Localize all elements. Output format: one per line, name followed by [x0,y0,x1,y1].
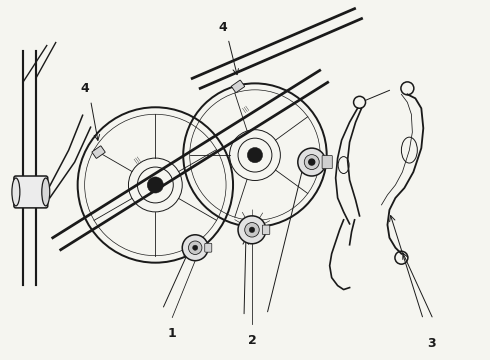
FancyBboxPatch shape [205,243,212,252]
Circle shape [309,159,315,165]
Circle shape [249,227,255,233]
Circle shape [298,148,326,176]
Text: 4: 4 [80,82,89,95]
FancyBboxPatch shape [231,80,245,93]
FancyBboxPatch shape [262,225,270,234]
Circle shape [193,245,198,250]
Text: 2: 2 [247,334,256,347]
Text: 1: 1 [168,328,177,341]
Circle shape [245,222,259,237]
FancyBboxPatch shape [322,156,332,168]
FancyBboxPatch shape [14,176,48,208]
Circle shape [238,216,266,244]
Text: 4: 4 [219,21,227,33]
Circle shape [247,148,263,163]
Ellipse shape [12,178,20,206]
FancyBboxPatch shape [92,146,105,158]
Circle shape [182,235,208,261]
Ellipse shape [42,178,50,206]
Text: 3: 3 [427,337,436,350]
Circle shape [147,177,164,193]
Circle shape [304,154,319,170]
Circle shape [189,241,202,255]
